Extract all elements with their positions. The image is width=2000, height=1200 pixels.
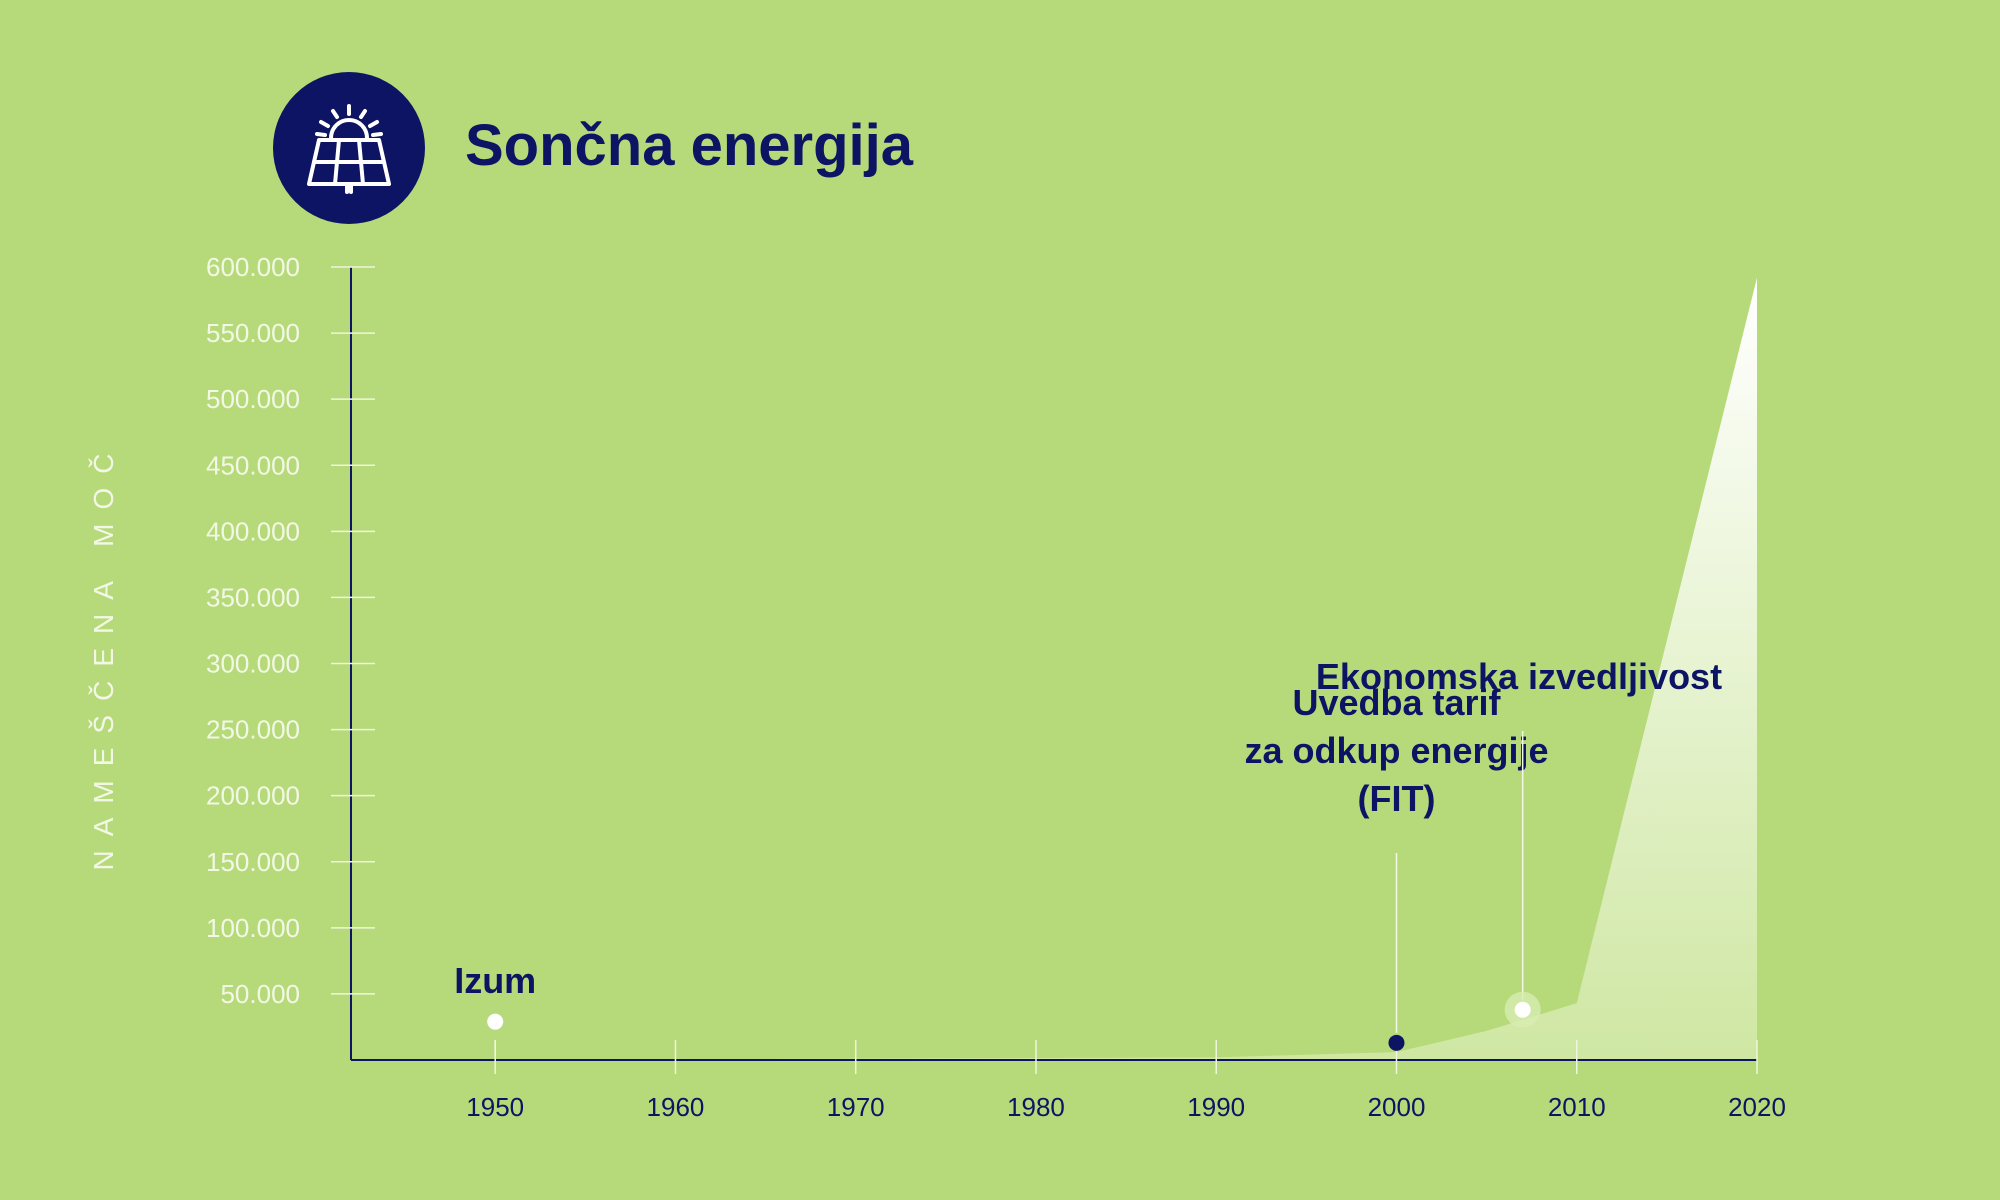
annotation-marker-izum — [487, 1013, 504, 1030]
annotation-marker-econ — [1514, 1001, 1531, 1018]
annotation-label-izum: Izum — [454, 960, 536, 1001]
x-tick-label: 1970 — [827, 1092, 885, 1122]
y-tick-label: 200.000 — [206, 781, 300, 811]
y-axis-label: NAMEŠČENA MOČ — [88, 440, 119, 871]
area-series-installed-capacity — [495, 277, 1758, 1060]
annotation-label-fit: za odkup energije — [1244, 730, 1548, 771]
annotation-marker-fit — [1388, 1034, 1405, 1051]
annotation-label-econ: Ekonomska izvedljivost — [1316, 656, 1722, 697]
x-tick-label: 2020 — [1728, 1092, 1786, 1122]
y-tick-label: 600.000 — [206, 252, 300, 282]
x-tick-label: 1980 — [1007, 1092, 1065, 1122]
y-tick-label: 150.000 — [206, 847, 300, 877]
y-tick-label: 450.000 — [206, 450, 300, 480]
y-tick-label: 50.000 — [220, 979, 300, 1009]
y-tick-label: 100.000 — [206, 913, 300, 943]
annotation-label-fit: Uvedba tarif — [1292, 682, 1501, 723]
annotation-label-fit: (FIT) — [1358, 778, 1436, 819]
y-tick-label: 300.000 — [206, 649, 300, 679]
y-tick-label: 400.000 — [206, 516, 300, 546]
x-tick-label: 2010 — [1548, 1092, 1606, 1122]
y-tick-label: 350.000 — [206, 582, 300, 612]
page-title: Sončna energija — [465, 113, 914, 178]
x-tick-label: 2000 — [1368, 1092, 1426, 1122]
x-tick-label: 1950 — [466, 1092, 524, 1122]
y-tick-label: 250.000 — [206, 715, 300, 745]
solar-panel-icon — [273, 72, 425, 224]
x-tick-label: 1960 — [647, 1092, 705, 1122]
x-tick-label: 1990 — [1187, 1092, 1245, 1122]
y-tick-label: 500.000 — [206, 384, 300, 414]
y-tick-label: 550.000 — [206, 318, 300, 348]
